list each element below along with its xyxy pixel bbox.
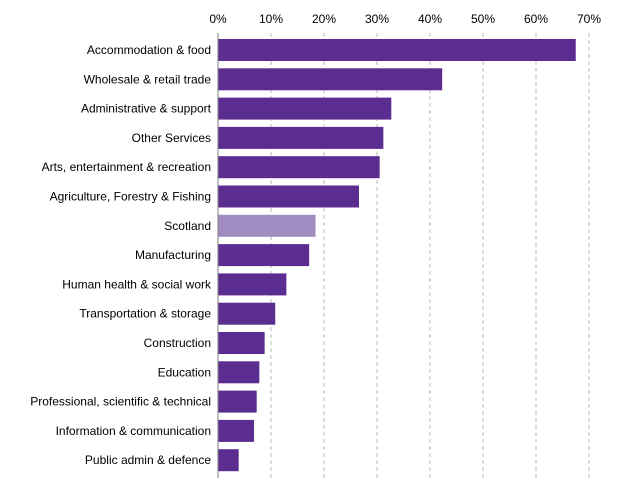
category-label-scotland: Scotland (164, 219, 211, 233)
bar-professional-scientific-technical (218, 390, 257, 413)
x-tick-label-70: 70% (577, 12, 601, 26)
x-tick-label-30: 30% (365, 12, 389, 26)
bar-other-services (218, 126, 384, 149)
bar-accommodation-food (218, 39, 576, 61)
bar-construction (218, 332, 265, 354)
x-axis-ticks: 0% 10% 20% 30% 40% 50% 60% 70% (209, 12, 601, 26)
category-label-administrative-support: Administrative & support (81, 102, 212, 116)
category-label-construction: Construction (144, 336, 211, 350)
category-label-information-communication: Information & communication (56, 424, 211, 438)
bar-wholesale-retail-trade (218, 68, 443, 91)
bar-transportation-storage (218, 302, 276, 325)
x-tick-label-40: 40% (418, 12, 442, 26)
x-tick-label-20: 20% (312, 12, 336, 26)
category-label-public-admin-defence: Public admin & defence (85, 453, 211, 467)
bar-human-health-social-work (218, 273, 287, 296)
category-label-education: Education (158, 365, 211, 379)
x-tick-label-0: 0% (209, 12, 227, 26)
bar-agriculture-forestry-fishing (218, 185, 359, 208)
bars (218, 39, 576, 472)
category-label-wholesale-retail-trade: Wholesale & retail trade (84, 72, 212, 86)
category-label-manufacturing: Manufacturing (135, 248, 211, 262)
bar-public-admin-defence (218, 449, 239, 472)
x-tick-label-10: 10% (259, 12, 283, 26)
category-label-arts-entertainment-recreation: Arts, entertainment & recreation (42, 160, 211, 174)
bar-information-communication (218, 419, 255, 442)
bar-manufacturing (218, 244, 310, 267)
bar-arts-entertainment-recreation (218, 156, 380, 179)
category-labels: Accommodation & food Wholesale & retail t… (30, 43, 212, 467)
category-label-accommodation-food: Accommodation & food (87, 43, 211, 57)
category-label-professional-scientific-technical: Professional, scientific & technical (30, 395, 211, 409)
category-label-human-health-social-work: Human health & social work (62, 277, 212, 291)
category-label-transportation-storage: Transportation & storage (79, 307, 211, 321)
bar-education (218, 361, 260, 384)
bar-administrative-support (218, 97, 392, 120)
category-label-other-services: Other Services (132, 131, 211, 145)
bar-scotland (218, 214, 316, 237)
x-tick-label-50: 50% (471, 12, 495, 26)
category-label-agriculture-forestry-fishing: Agriculture, Forestry & Fishing (50, 190, 211, 204)
x-tick-label-60: 60% (524, 12, 548, 26)
